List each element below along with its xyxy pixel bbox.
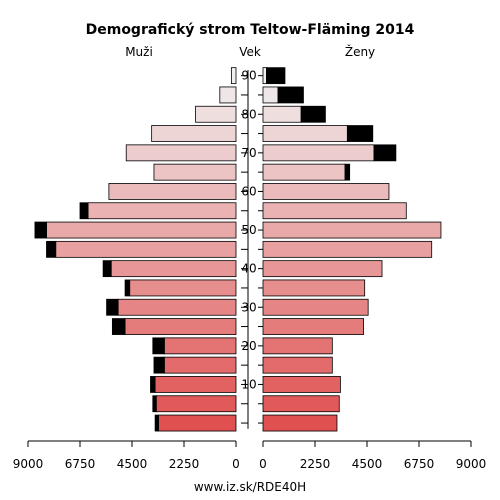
- age-tick-label: 50: [241, 223, 256, 237]
- bar-men-45-49: [55, 240, 237, 258]
- excess-men-50-54: [34, 221, 47, 239]
- excess-women-70-74: [373, 144, 397, 162]
- bar-men-70-74: [125, 144, 237, 162]
- excess-women-80-84: [300, 105, 326, 123]
- bar-women-55-59: [262, 202, 407, 220]
- women-label: Ženy: [345, 44, 375, 59]
- bar-women-25-29: [262, 318, 364, 335]
- women-x-tick-label: 0: [259, 457, 267, 471]
- women-x-tick-label: 2250: [300, 457, 331, 471]
- bar-men-90+: [230, 67, 237, 85]
- age-tick-label: 70: [241, 146, 256, 160]
- bar-women-50-54: [262, 221, 442, 239]
- men-x-tick-label: 0: [232, 457, 240, 471]
- bar-men-55-59: [87, 202, 237, 220]
- bar-women-80-84: [262, 105, 302, 123]
- excess-men-10-14: [150, 376, 156, 393]
- bar-women-10-14: [262, 376, 341, 393]
- age-tick-label: 20: [241, 339, 256, 353]
- bar-women-90+: [262, 67, 267, 85]
- women-x-tick-label: 6750: [404, 457, 435, 471]
- bar-men-25-29: [124, 318, 237, 335]
- age-tick-label: 40: [241, 262, 256, 276]
- bar-women-35-39: [262, 279, 366, 297]
- source-url[interactable]: www.iz.sk/RDE40H: [194, 480, 306, 494]
- women-x-tick-label: 9000: [456, 457, 487, 471]
- excess-men-30-34: [106, 298, 119, 316]
- bar-men-10-14: [154, 376, 237, 393]
- age-tick-label: 80: [241, 107, 256, 121]
- bar-men-35-39: [129, 279, 237, 297]
- bar-men-5-9: [155, 395, 237, 413]
- excess-men-5-9: [152, 395, 157, 413]
- excess-men-40-44: [102, 260, 112, 278]
- excess-women-90+: [266, 67, 286, 85]
- chart-title: Demografický strom Teltow-Fläming 2014: [86, 22, 415, 38]
- age-tick-label: 60: [241, 184, 256, 198]
- bar-women-85-89: [262, 86, 279, 104]
- excess-men-0-4: [154, 414, 159, 432]
- bar-men-15-19: [163, 356, 237, 374]
- bar-men-60-64: [108, 183, 237, 200]
- men-x-tick-label: 4500: [117, 457, 148, 471]
- excess-men-55-59: [79, 202, 89, 220]
- bar-men-85-89: [219, 86, 237, 104]
- bar-women-15-19: [262, 356, 333, 374]
- excess-women-65-69: [344, 163, 351, 181]
- bar-men-80-84: [195, 105, 237, 123]
- bar-men-75-79: [151, 125, 237, 142]
- bar-women-60-64: [262, 183, 390, 200]
- bar-men-65-69: [153, 163, 237, 181]
- age-tick-label: 90: [241, 69, 256, 83]
- excess-women-85-89: [277, 86, 304, 104]
- men-x-tick-label: 6750: [65, 457, 96, 471]
- bar-women-0-4: [262, 414, 338, 432]
- age-tick-label: 10: [241, 377, 256, 391]
- excess-men-45-49: [46, 240, 57, 258]
- bar-men-0-4: [158, 414, 237, 432]
- men-label: Muži: [125, 45, 153, 59]
- excess-men-25-29: [111, 318, 126, 335]
- age-label: Vek: [239, 45, 261, 59]
- bar-men-50-54: [46, 221, 237, 239]
- bar-women-75-79: [262, 125, 348, 142]
- bar-women-20-24: [262, 337, 333, 355]
- bar-men-40-44: [110, 260, 237, 278]
- bar-women-5-9: [262, 395, 340, 413]
- men-x-tick-label: 9000: [13, 457, 44, 471]
- bars-group: [34, 67, 442, 432]
- bar-women-40-44: [262, 260, 383, 278]
- age-tick-label: 30: [241, 300, 256, 314]
- bar-women-65-69: [262, 163, 346, 181]
- bar-women-70-74: [262, 144, 375, 162]
- bar-men-30-34: [117, 298, 237, 316]
- excess-women-75-79: [346, 125, 374, 142]
- excess-men-35-39: [124, 279, 131, 297]
- bar-men-20-24: [163, 337, 237, 355]
- axes-group: 10 20 30 40 50 60 70 80 90 9000 6750 4500 2250 0 0 2250…: [13, 69, 487, 471]
- women-x-tick-label: 4500: [352, 457, 383, 471]
- bar-women-45-49: [262, 240, 433, 258]
- bar-women-30-34: [262, 298, 369, 316]
- excess-men-20-24: [152, 337, 165, 355]
- men-x-tick-label: 2250: [169, 457, 200, 471]
- excess-men-15-19: [153, 356, 165, 374]
